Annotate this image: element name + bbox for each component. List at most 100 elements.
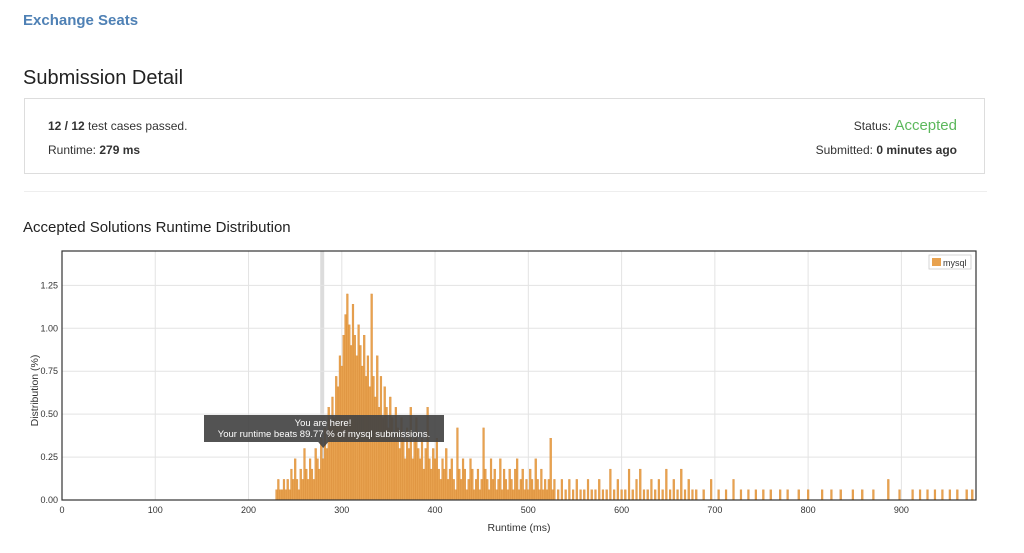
histogram-bar	[383, 386, 386, 501]
histogram-bar	[590, 489, 593, 501]
histogram-bar	[887, 479, 890, 501]
histogram-bar	[702, 489, 705, 501]
histogram-bar	[458, 468, 461, 501]
histogram-bar	[461, 458, 465, 501]
histogram-bar	[568, 479, 571, 501]
histogram-bar	[435, 438, 439, 501]
tooltip-background	[204, 415, 444, 448]
histogram-bar	[616, 479, 619, 501]
histogram-bar	[545, 489, 549, 501]
histogram-bar	[747, 489, 750, 501]
histogram-bar	[294, 458, 297, 501]
x-tick-label: 0	[59, 505, 64, 515]
histogram-bar	[797, 489, 800, 501]
histogram-bar	[724, 489, 728, 501]
problem-title-link[interactable]: Exchange Seats	[23, 12, 139, 29]
histogram-bar	[467, 479, 470, 501]
runtime-distribution-chart[interactable]: 0 100 200 300 400 500 600 700 800 900 0.00 0.25 0.50…	[0, 244, 1024, 544]
x-tick-label: 200	[241, 505, 256, 515]
histogram-bar	[642, 489, 646, 501]
histogram-bar	[493, 468, 496, 501]
histogram-bar	[488, 489, 491, 501]
histogram-bar	[508, 468, 511, 501]
y-tick-label: 0.00	[40, 495, 58, 505]
histogram-bar	[368, 386, 371, 501]
submitted-label: Submitted:	[815, 143, 877, 157]
histogram-bar	[344, 314, 347, 501]
histogram-bar	[547, 479, 550, 501]
histogram-bar	[465, 489, 468, 501]
histogram-bar	[445, 448, 448, 501]
histogram-bar	[911, 489, 914, 501]
histogram-bar	[318, 468, 321, 501]
histogram-bar	[299, 468, 302, 501]
chart-bars	[275, 293, 974, 501]
histogram-bar	[443, 468, 446, 501]
histogram-bar	[639, 468, 642, 501]
histogram-bar	[370, 293, 373, 501]
histogram-bar	[463, 468, 466, 501]
histogram-bar	[309, 458, 312, 501]
histogram-bar	[532, 489, 536, 501]
histogram-bar	[441, 458, 444, 501]
y-tick-label: 1.25	[40, 280, 58, 290]
histogram-bar	[512, 489, 515, 501]
histogram-bar	[821, 489, 824, 501]
histogram-bar	[320, 438, 323, 501]
runtime-label: Runtime:	[48, 143, 100, 157]
histogram-bar	[516, 458, 519, 501]
histogram-bar	[469, 458, 472, 501]
histogram-bar	[564, 489, 567, 501]
histogram-bar	[529, 468, 532, 501]
histogram-bar	[646, 489, 649, 501]
histogram-bar	[357, 324, 360, 501]
histogram-bar	[284, 489, 287, 501]
histogram-bar	[301, 479, 304, 501]
status-result: Status: Accepted	[854, 117, 957, 134]
histogram-bar	[575, 479, 578, 501]
y-tick-label: 1.00	[40, 323, 58, 333]
histogram-bar	[491, 479, 494, 501]
status-label: Status:	[853, 119, 895, 133]
histogram-bar	[965, 489, 968, 501]
histogram-bar	[601, 489, 605, 501]
histogram-bar	[680, 468, 683, 501]
histogram-bar	[779, 489, 782, 501]
histogram-bar	[281, 489, 284, 501]
histogram-bar	[553, 479, 556, 501]
histogram-bar	[807, 489, 810, 501]
histogram-bar	[501, 489, 504, 501]
histogram-bar	[279, 489, 282, 501]
histogram-bar	[613, 489, 616, 501]
histogram-bar	[422, 468, 425, 501]
y-tick-label: 0.75	[40, 366, 58, 376]
histogram-bar	[310, 468, 314, 501]
x-axis-title: Runtime (ms)	[487, 522, 550, 534]
test-cases-result: 12 / 12 test cases passed.	[48, 119, 187, 133]
histogram-bar	[691, 489, 694, 501]
histogram-bar	[542, 489, 545, 501]
histogram-bar	[918, 489, 922, 501]
histogram-bar	[305, 468, 308, 501]
histogram-bar	[476, 468, 480, 501]
histogram-bar	[739, 489, 743, 501]
runtime-value: 279 ms	[99, 143, 141, 157]
histogram-bar	[898, 489, 901, 501]
histogram-bar	[288, 489, 291, 501]
histogram-bar	[413, 438, 416, 501]
histogram-bar	[282, 479, 286, 501]
runtime-highlight-band	[320, 251, 325, 500]
y-axis-title: Distribution (%)	[29, 355, 41, 427]
histogram-bar	[322, 458, 325, 501]
histogram-bar	[277, 479, 280, 501]
histogram-bar	[312, 479, 315, 501]
histogram-bar	[544, 479, 547, 501]
submitted-value: 0 minutes ago	[876, 143, 957, 157]
histogram-bar	[514, 468, 517, 501]
histogram-bar	[351, 304, 355, 501]
plot-frame	[61, 250, 977, 501]
histogram-bar	[404, 458, 407, 501]
histogram-bar	[538, 489, 541, 501]
histogram-bar	[971, 489, 974, 501]
histogram-bar	[540, 468, 543, 501]
